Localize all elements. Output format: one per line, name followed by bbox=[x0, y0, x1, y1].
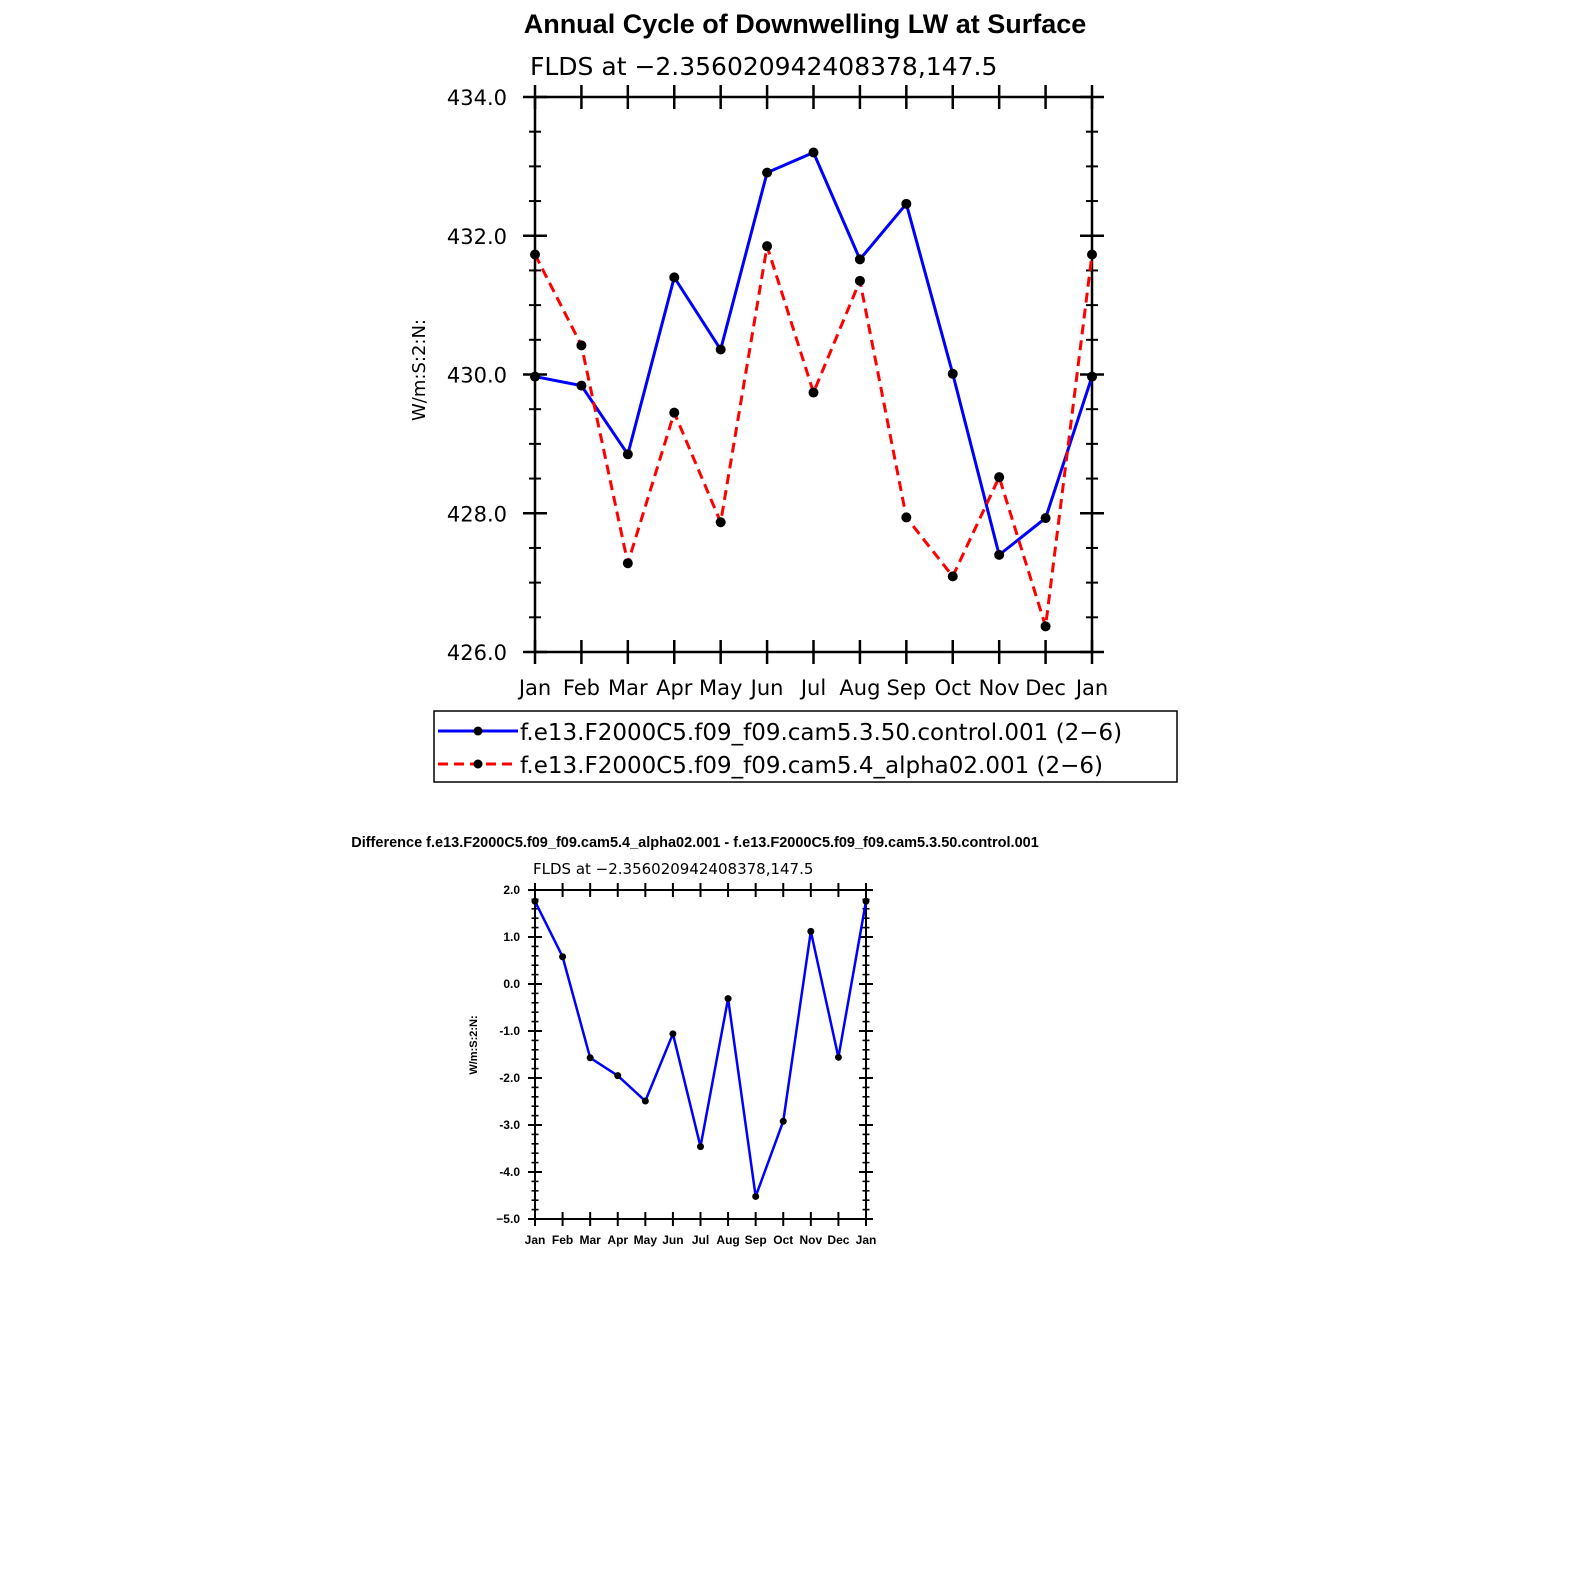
series-point-1 bbox=[622, 558, 633, 569]
series-point-0 bbox=[762, 167, 773, 178]
series-point-0 bbox=[752, 1192, 760, 1200]
series-point-1 bbox=[762, 241, 773, 252]
y-axis-label: W/m:S:2:N: bbox=[409, 319, 430, 421]
series-point-0 bbox=[947, 368, 958, 379]
plot-area-difference: Jan Feb Mar Apr May Jun Jul Aug Sep Oct Nov Dec Jan−… bbox=[496, 883, 876, 1247]
x-tick-label: Nov bbox=[979, 676, 1020, 700]
series-point-1 bbox=[715, 517, 726, 528]
series-point-1 bbox=[530, 249, 540, 260]
legend-label-alpha02: f.e13.F2000C5.f09_f09.cam5.4_alpha02.001… bbox=[520, 753, 1103, 779]
legend-marker-alpha02 bbox=[473, 759, 483, 769]
series-point-0 bbox=[530, 371, 540, 382]
diff-chart-title: Difference f.e13.F2000C5.f09_f09.cam5.4_… bbox=[351, 835, 1039, 851]
y-tick-label: 426.0 bbox=[447, 641, 507, 665]
x-tick-label: Oct bbox=[773, 1233, 793, 1247]
x-tick-label: Jun bbox=[749, 676, 784, 700]
chart-title: Annual Cycle of Downwelling LW at Surfac… bbox=[524, 9, 1087, 39]
series-line-0 bbox=[533, 900, 868, 1198]
diff-y-axis-label: W/m:S:2:N: bbox=[468, 1015, 480, 1074]
x-tick-label: May bbox=[699, 676, 742, 700]
x-tick-label: Aug bbox=[839, 676, 880, 700]
series-point-0 bbox=[559, 953, 567, 961]
x-tick-label: Jun bbox=[662, 1233, 683, 1247]
series-point-1 bbox=[901, 512, 912, 523]
x-tick-label: Mar bbox=[608, 676, 648, 700]
series-point-0 bbox=[901, 198, 912, 209]
legend-label-control: f.e13.F2000C5.f09_f09.cam5.3.50.control.… bbox=[520, 720, 1122, 746]
y-tick-label: -2.0 bbox=[499, 1071, 520, 1085]
y-tick-label: -1.0 bbox=[499, 1024, 520, 1038]
x-tick-label: Jul bbox=[799, 676, 826, 700]
series-point-1 bbox=[994, 472, 1005, 483]
x-tick-label: Jan bbox=[1074, 676, 1108, 700]
series-point-0 bbox=[779, 1117, 787, 1125]
series-point-1 bbox=[808, 387, 819, 398]
x-tick-label: Jan bbox=[517, 676, 551, 700]
series-point-0 bbox=[994, 549, 1005, 560]
y-tick-label: 2.0 bbox=[503, 883, 520, 897]
x-tick-label: Feb bbox=[563, 676, 600, 700]
series-point-1 bbox=[1087, 249, 1097, 260]
x-tick-label: Apr bbox=[656, 676, 693, 700]
x-tick-label: Jan bbox=[525, 1233, 546, 1247]
x-tick-label: Sep bbox=[887, 676, 927, 700]
plot-frame bbox=[534, 889, 867, 1220]
series-point-0 bbox=[834, 1053, 842, 1061]
legend-box bbox=[433, 710, 1178, 783]
y-tick-label: 434.0 bbox=[447, 86, 507, 110]
x-tick-label: Dec bbox=[827, 1233, 849, 1247]
series-point-0 bbox=[531, 897, 539, 905]
x-tick-label: Oct bbox=[935, 676, 971, 700]
series-point-0 bbox=[862, 897, 870, 905]
series-point-0 bbox=[669, 1030, 677, 1038]
series-point-1 bbox=[854, 275, 865, 286]
plot-area-annual-cycle: Jan Feb Mar Apr May Jun Jul Aug Sep Oct Nov Dec Jan 4… bbox=[447, 85, 1108, 700]
series-point-0 bbox=[586, 1054, 594, 1062]
diff-chart-subtitle: FLDS at −2.356020942408378,147.5 bbox=[533, 860, 813, 878]
series-point-1 bbox=[1040, 621, 1051, 632]
legend-marker-control bbox=[473, 726, 483, 736]
series-point-0 bbox=[854, 254, 865, 265]
x-tick-label: Aug bbox=[716, 1233, 739, 1247]
y-tick-label: 428.0 bbox=[447, 502, 507, 526]
series-line-0 bbox=[534, 151, 1094, 557]
series-point-0 bbox=[808, 147, 819, 158]
series-point-0 bbox=[807, 927, 815, 935]
legend: f.e13.F2000C5.f09_f09.cam5.3.50.control.… bbox=[433, 710, 1178, 783]
x-tick-label: Dec bbox=[1025, 676, 1066, 700]
x-tick-label: Mar bbox=[579, 1233, 601, 1247]
series-point-0 bbox=[724, 995, 732, 1003]
y-tick-label: -4.0 bbox=[499, 1165, 520, 1179]
series-point-0 bbox=[614, 1072, 622, 1080]
series-point-0 bbox=[669, 272, 680, 283]
y-tick-label: -3.0 bbox=[499, 1118, 520, 1132]
x-tick-label: Jul bbox=[692, 1233, 709, 1247]
chart-subtitle: FLDS at −2.356020942408378,147.5 bbox=[530, 52, 997, 81]
series-point-0 bbox=[641, 1097, 649, 1105]
x-tick-label: Nov bbox=[799, 1233, 822, 1247]
y-tick-label: 432.0 bbox=[447, 225, 507, 249]
y-tick-label: 0.0 bbox=[503, 977, 520, 991]
series-point-1 bbox=[947, 571, 958, 582]
y-tick-label: −5.0 bbox=[496, 1212, 520, 1226]
series-point-1 bbox=[576, 340, 587, 351]
series-point-0 bbox=[1087, 371, 1097, 382]
y-tick-label: 430.0 bbox=[447, 364, 507, 388]
series-point-0 bbox=[715, 344, 726, 355]
x-tick-label: Feb bbox=[552, 1233, 573, 1247]
plot-frame bbox=[533, 95, 1094, 654]
series-point-0 bbox=[1040, 513, 1051, 524]
x-tick-label: May bbox=[634, 1233, 658, 1247]
y-tick-label: 1.0 bbox=[503, 930, 520, 944]
series-line-1 bbox=[533, 244, 1094, 628]
series-point-0 bbox=[622, 449, 633, 460]
series-point-1 bbox=[669, 407, 680, 418]
series-point-0 bbox=[576, 380, 587, 391]
x-tick-label: Sep bbox=[745, 1233, 767, 1247]
x-tick-label: Apr bbox=[607, 1233, 628, 1247]
series-point-0 bbox=[697, 1143, 704, 1151]
x-tick-label: Jan bbox=[856, 1233, 877, 1247]
